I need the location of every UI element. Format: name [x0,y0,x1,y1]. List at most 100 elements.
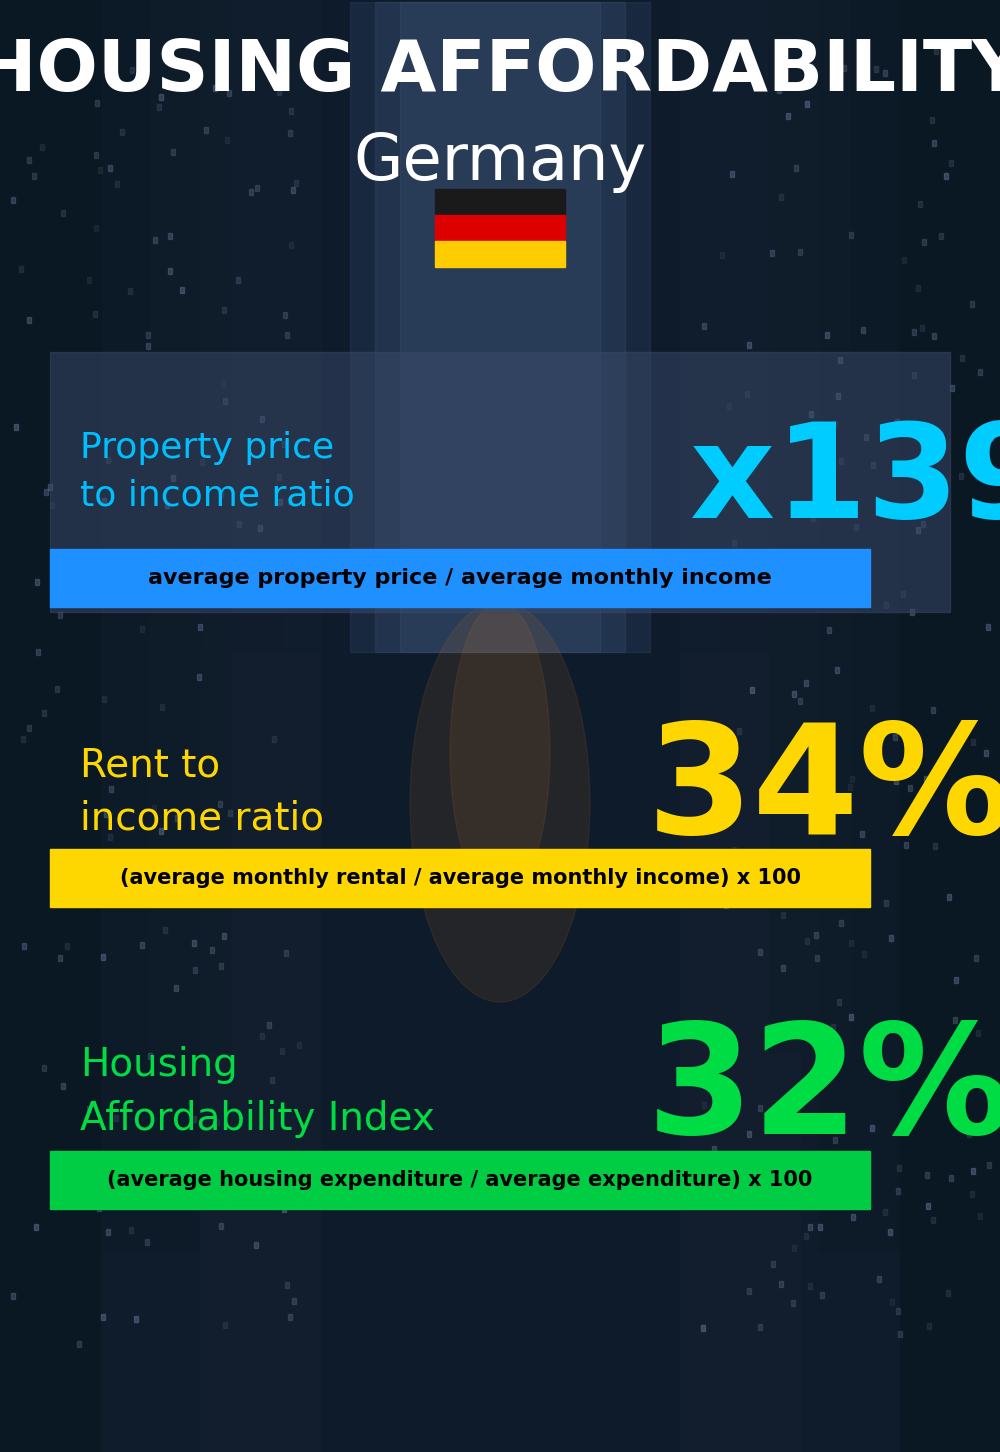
Bar [883,70,887,76]
Bar [976,1029,980,1035]
Bar [971,1167,975,1175]
Bar [42,710,46,716]
Bar [106,1228,110,1236]
Bar [134,1316,138,1321]
Bar [278,499,282,505]
Bar [737,727,741,735]
Bar [777,87,781,93]
Bar [896,1308,900,1314]
Bar [98,167,102,173]
Bar [877,1276,881,1282]
Bar [792,691,796,697]
Bar [108,833,112,841]
Bar [854,524,858,530]
Bar [747,1288,751,1294]
Bar [853,559,857,565]
Bar [916,527,920,533]
Bar [850,0,1000,852]
Bar [159,94,163,100]
Bar [277,89,281,94]
Bar [200,459,204,465]
Bar [745,391,749,396]
Bar [65,572,69,578]
Bar [223,398,227,404]
Bar [967,1131,971,1137]
Bar [889,935,893,941]
Bar [225,136,229,142]
Bar [798,698,802,704]
Bar [924,775,928,783]
Text: 34%: 34% [647,717,1000,867]
Bar [800,0,1000,1452]
Bar [931,707,935,713]
Bar [294,180,298,186]
Bar [818,1224,822,1230]
Bar [143,1198,147,1204]
Bar [839,921,843,926]
Bar [825,333,829,338]
Bar [830,864,834,870]
Bar [786,579,790,585]
Bar [926,1204,930,1210]
Bar [219,491,223,497]
Bar [758,1324,762,1330]
Bar [165,502,169,508]
Bar [14,424,18,430]
Bar [720,452,1000,1452]
Bar [978,1212,982,1220]
Bar [944,173,948,179]
Bar [805,102,809,107]
Bar [815,955,819,961]
Bar [34,1224,38,1230]
Bar [779,1281,783,1286]
Bar [215,565,219,571]
Bar [895,420,899,425]
Bar [814,932,818,938]
Bar [833,421,837,427]
Bar [185,1167,189,1173]
Bar [285,333,289,338]
Bar [219,963,223,968]
Bar [771,1260,775,1268]
Bar [946,1289,950,1297]
Text: HOUSING AFFORDABILITY: HOUSING AFFORDABILITY [0,38,1000,106]
Bar [219,1223,223,1228]
Bar [129,1227,133,1233]
Bar [222,934,226,939]
Bar [849,1013,853,1019]
Bar [0,0,320,1151]
Bar [106,457,110,463]
Bar [724,902,728,908]
Bar [898,1331,902,1337]
Bar [435,215,565,241]
Bar [818,1169,822,1175]
Bar [925,1172,929,1178]
Bar [145,1239,149,1244]
Bar [55,685,59,693]
Bar [160,704,164,710]
Bar [714,1043,718,1048]
Bar [153,237,157,242]
Bar [40,144,44,150]
Bar [901,591,905,597]
Bar [94,225,98,231]
Bar [19,266,23,272]
Bar [94,152,98,158]
Bar [192,939,196,947]
Text: Housing
Affordability Index: Housing Affordability Index [80,1047,435,1137]
Bar [820,0,1000,1252]
Bar [146,333,150,338]
Bar [297,896,301,902]
Bar [180,287,184,293]
Bar [20,0,200,1252]
Bar [920,325,924,331]
Bar [288,498,292,504]
Bar [701,1326,705,1331]
Bar [284,950,288,955]
Bar [918,200,922,208]
Bar [736,1160,740,1166]
Bar [210,947,214,953]
Bar [285,1282,289,1288]
Bar [970,1191,974,1196]
Text: Germany: Germany [353,131,647,193]
